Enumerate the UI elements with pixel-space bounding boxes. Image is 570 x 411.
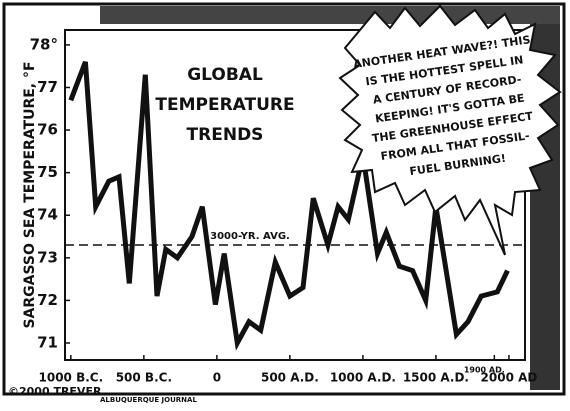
x-tick-label: 1000 B.C. [39,371,104,385]
temperature-line [68,61,510,351]
x-tick-label: 1000 A.D. [330,371,396,385]
x-tick-label: 1500 A.D. [403,371,469,385]
y-axis-label: SARGASSO SEA TEMPERATURE, °F [22,61,38,328]
y-tick-label: 72 [37,291,58,309]
y-tick-label: 74 [37,206,58,224]
x-tick-label: 2000 AD [481,371,538,385]
y-tick-label: 77 [37,78,58,96]
y-tick-label: 76 [37,121,58,139]
credit-line: ©2000 TREVER [8,385,102,398]
credit-line: ALBUQUERQUE JOURNAL [100,396,197,404]
y-tick-label: 73 [37,248,58,266]
y-tick-label: 75 [37,163,58,181]
x-tick-label: 0 [213,371,221,385]
bubble-shape [338,4,562,256]
x-tick-label: 500 A.D. [261,371,319,385]
average-label: 3000-YR. AVG. [210,231,290,242]
x-tick-label: 500 B.C. [116,371,172,385]
x-tick-label: 1900 AD. [464,366,505,375]
y-tick-label: 71 [37,333,58,351]
title-line: GLOBAL [187,65,263,85]
chart-title: GLOBAL TEMPERATURE TRENDS [155,65,294,145]
title-line: TEMPERATURE [155,95,294,115]
y-tick-label: 78° [30,35,58,53]
title-line: TRENDS [187,125,264,145]
hatching [100,6,560,24]
